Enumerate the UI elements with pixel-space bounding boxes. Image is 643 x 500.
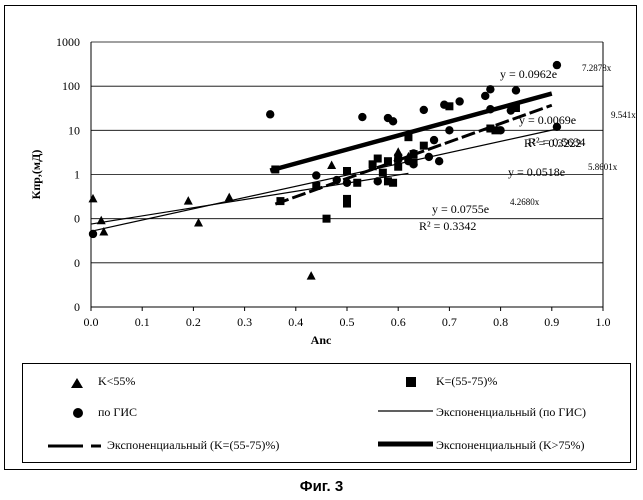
- point-square: [312, 182, 320, 190]
- trendline-r2: R² = 0.3342: [419, 219, 476, 233]
- point-circle: [333, 176, 341, 184]
- point-triangle: [194, 218, 203, 227]
- point-circle: [455, 97, 463, 105]
- x-tick-label: 0.9: [544, 315, 559, 329]
- point-circle: [420, 106, 428, 114]
- trendline-exponent: 5.8601x: [588, 162, 618, 172]
- point-square: [394, 163, 402, 171]
- y-tick-label: 0: [74, 300, 80, 314]
- point-square: [420, 142, 428, 150]
- x-tick-label: 0.1: [135, 315, 150, 329]
- trendline-exponent: 4.2680x: [510, 197, 540, 207]
- x-tick-label: 0.0: [84, 315, 99, 329]
- x-tick-label: 0.7: [442, 315, 457, 329]
- point-circle: [486, 85, 494, 93]
- point-circle: [496, 126, 504, 134]
- x-tick-label: 0.6: [391, 315, 406, 329]
- x-tick-label: 0.2: [186, 315, 201, 329]
- legend-triangle-marker: [71, 378, 83, 388]
- point-triangle: [307, 271, 316, 280]
- legend-label-exp-5575: Экспоненциальный (K=(55-75)%): [107, 438, 279, 453]
- point-circle: [409, 160, 417, 168]
- point-square: [384, 157, 392, 165]
- point-circle: [343, 179, 351, 187]
- chart: 0 0 0 1 10 100 1000 0.0 0.1 0.2 0.3 0.4 0.5 0.6 0.7 0.8…: [0, 0, 643, 370]
- y-tick-label: 0: [74, 256, 80, 270]
- point-square: [389, 179, 397, 187]
- x-tick-label: 0.4: [288, 315, 303, 329]
- legend-label-exp-gis: Экспоненциальный (по ГИС): [436, 405, 586, 420]
- point-circle: [358, 113, 366, 121]
- x-tick-label: 1.0: [596, 315, 611, 329]
- trendline-equation: y = 0.0962e: [500, 67, 557, 81]
- figure-caption: Фиг. 3: [0, 478, 643, 495]
- point-triangle: [97, 216, 106, 225]
- point-square: [276, 197, 284, 205]
- point-circle: [389, 117, 397, 125]
- point-circle: [394, 155, 402, 163]
- point-square: [323, 215, 331, 223]
- trendline-exponent: 9.541x: [611, 110, 636, 120]
- point-circle: [409, 149, 417, 157]
- x-tick-label: 0.8: [493, 315, 508, 329]
- trendline-exponent: 7.2878x: [582, 63, 612, 73]
- legend-label-k55: K<55%: [98, 374, 135, 389]
- point-square: [343, 167, 351, 175]
- point-circle: [486, 105, 494, 113]
- legend-label-exp-75: Экспоненциальный (K>75%): [436, 438, 584, 453]
- point-circle: [507, 106, 515, 114]
- y-axis-label: Кпр,(мД): [29, 150, 43, 200]
- point-square: [343, 200, 351, 208]
- trendline-equation: y = 0.0069e: [519, 113, 576, 127]
- point-circle: [425, 153, 433, 161]
- point-circle: [445, 126, 453, 134]
- point-circle: [481, 92, 489, 100]
- y-tick-label: 100: [62, 79, 80, 93]
- x-axis-label: Anc: [311, 333, 332, 347]
- x-tick-label: 0.5: [340, 315, 355, 329]
- point-triangle: [225, 193, 234, 202]
- y-tick-label: 10: [68, 123, 80, 137]
- trendline-equation: y = 0.0518e: [508, 165, 565, 179]
- y-tick-label: 0: [74, 212, 80, 226]
- trendline-r2: R² = 0.3222: [524, 136, 581, 150]
- legend-label-k5575: K=(55-75)%: [436, 374, 497, 389]
- legend-square-marker: [406, 377, 416, 387]
- point-triangle: [184, 196, 193, 205]
- y-tick-label: 1: [74, 168, 80, 182]
- point-square: [404, 133, 412, 141]
- point-circle: [312, 171, 320, 179]
- point-circle: [512, 86, 520, 94]
- point-circle: [89, 230, 97, 238]
- legend-circle-marker: [73, 408, 83, 418]
- point-circle: [440, 101, 448, 109]
- point-circle: [266, 110, 274, 118]
- point-circle: [374, 177, 382, 185]
- trendline-equation: y = 0.0755e: [432, 202, 489, 216]
- point-triangle: [89, 194, 98, 203]
- point-square: [379, 169, 387, 177]
- point-square: [271, 165, 279, 173]
- point-triangle: [327, 160, 336, 169]
- point-square: [374, 155, 382, 163]
- legend: K<55% K=(55-75)% по ГИС Экспоненциальный…: [22, 363, 631, 463]
- legend-label-gis: по ГИС: [98, 405, 137, 420]
- y-tick-label: 1000: [56, 35, 80, 49]
- point-circle: [430, 136, 438, 144]
- point-circle: [435, 157, 443, 165]
- x-tick-label: 0.3: [237, 315, 252, 329]
- point-square: [353, 179, 361, 187]
